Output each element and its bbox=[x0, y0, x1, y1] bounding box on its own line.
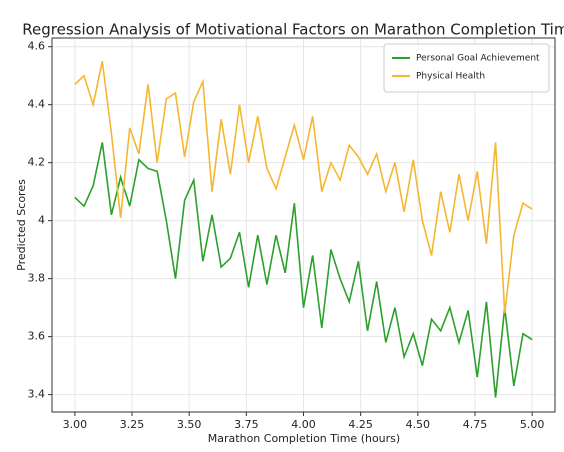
legend-label: Personal Goal Achievement bbox=[416, 54, 540, 64]
y-axis-label: Predicted Scores bbox=[15, 179, 28, 271]
plot-frame bbox=[51, 37, 556, 413]
y-tick-label: 4.2 bbox=[28, 156, 46, 169]
x-axis-label: Marathon Completion Time (hours) bbox=[208, 432, 400, 445]
y-tick-label: 4 bbox=[38, 214, 45, 227]
x-tick-label: 4.25 bbox=[348, 418, 373, 431]
y-tick-label: 3.4 bbox=[28, 388, 46, 401]
x-tick-label: 3.75 bbox=[234, 418, 259, 431]
y-tick-label: 4.4 bbox=[28, 98, 46, 111]
data-line bbox=[74, 61, 533, 314]
data-line bbox=[74, 142, 533, 398]
legend-box bbox=[383, 43, 550, 93]
y-tick-label: 3.8 bbox=[28, 272, 46, 285]
x-tick-label: 3.00 bbox=[63, 418, 88, 431]
legend-label: Physical Health bbox=[416, 72, 485, 82]
x-tick-label: 4.50 bbox=[406, 418, 431, 431]
x-tick-label: 3.50 bbox=[177, 418, 202, 431]
y-tick-label: 4.6 bbox=[28, 40, 46, 53]
x-tick-label: 4.00 bbox=[291, 418, 316, 431]
x-tick-label: 3.25 bbox=[120, 418, 145, 431]
chart-title: Regression Analysis of Motivational Fact… bbox=[22, 21, 564, 39]
y-tick-label: 3.6 bbox=[28, 330, 46, 343]
x-tick-label: 4.75 bbox=[463, 418, 488, 431]
x-tick-label: 5.00 bbox=[520, 418, 545, 431]
